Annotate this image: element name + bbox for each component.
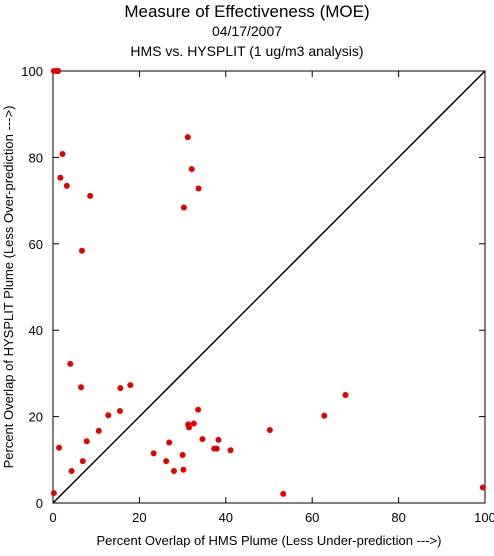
- data-point: [184, 134, 191, 141]
- chart-subtitle-comparison: HMS vs. HYSPLIT (1 ug/m3 analysis): [130, 43, 363, 59]
- data-point: [166, 439, 173, 446]
- data-point: [227, 447, 234, 454]
- plot-area: 0 20 40 60 80 100 0 20 40 60 80 100: [21, 64, 494, 525]
- data-point: [87, 192, 94, 199]
- data-point: [266, 426, 273, 433]
- data-point: [179, 452, 186, 459]
- data-point: [57, 174, 64, 181]
- data-point: [83, 438, 90, 445]
- data-point: [63, 182, 70, 189]
- data-point: [195, 406, 202, 413]
- chart-title: Measure of Effectiveness (MOE): [124, 2, 369, 21]
- x-tick-label: 100: [474, 510, 494, 525]
- data-point: [50, 490, 57, 497]
- data-point: [188, 166, 195, 173]
- y-tick-label: 80: [29, 150, 43, 165]
- data-point: [59, 150, 66, 157]
- chart-subtitle-date: 04/17/2007: [212, 23, 282, 39]
- data-point: [342, 392, 349, 398]
- data-point: [78, 384, 85, 391]
- data-point: [150, 450, 157, 457]
- data-point: [163, 458, 170, 465]
- data-point: [321, 412, 328, 419]
- data-point: [186, 424, 193, 431]
- data-point: [190, 420, 197, 427]
- data-point: [280, 490, 287, 497]
- data-point: [170, 468, 177, 475]
- x-tick-label: 0: [49, 510, 56, 525]
- y-tick-label: 40: [29, 323, 43, 338]
- data-point: [180, 466, 187, 473]
- data-point: [68, 468, 75, 475]
- data-point: [215, 436, 222, 443]
- x-tick-label: 80: [391, 510, 405, 525]
- data-point: [180, 204, 187, 211]
- data-point: [116, 407, 123, 414]
- y-tick-label: 20: [29, 410, 43, 425]
- y-tick-label: 100: [21, 64, 43, 79]
- x-tick-label: 60: [305, 510, 319, 525]
- data-point: [78, 247, 85, 254]
- data-point: [56, 444, 63, 451]
- data-point: [479, 484, 486, 491]
- data-point: [105, 412, 112, 419]
- x-tick-label: 40: [219, 510, 233, 525]
- diagonal-reference-line: [52, 70, 486, 504]
- data-point: [95, 427, 102, 434]
- data-point: [127, 382, 134, 389]
- y-axis-label: Percent Overlap of HYSPLIT Plume (Less O…: [1, 106, 16, 469]
- plot-frame: [52, 70, 486, 504]
- y-tick-label: 60: [29, 237, 43, 252]
- data-point: [195, 185, 202, 192]
- data-point: [67, 360, 74, 367]
- x-axis-label: Percent Overlap of HMS Plume (Less Under…: [97, 533, 442, 548]
- data-point: [213, 445, 220, 452]
- data-point: [117, 385, 124, 392]
- x-tick-label: 20: [132, 510, 146, 525]
- data-point: [199, 436, 206, 443]
- y-tick-label: 0: [36, 496, 43, 511]
- data-point: [79, 458, 86, 465]
- data-point: [55, 68, 62, 74]
